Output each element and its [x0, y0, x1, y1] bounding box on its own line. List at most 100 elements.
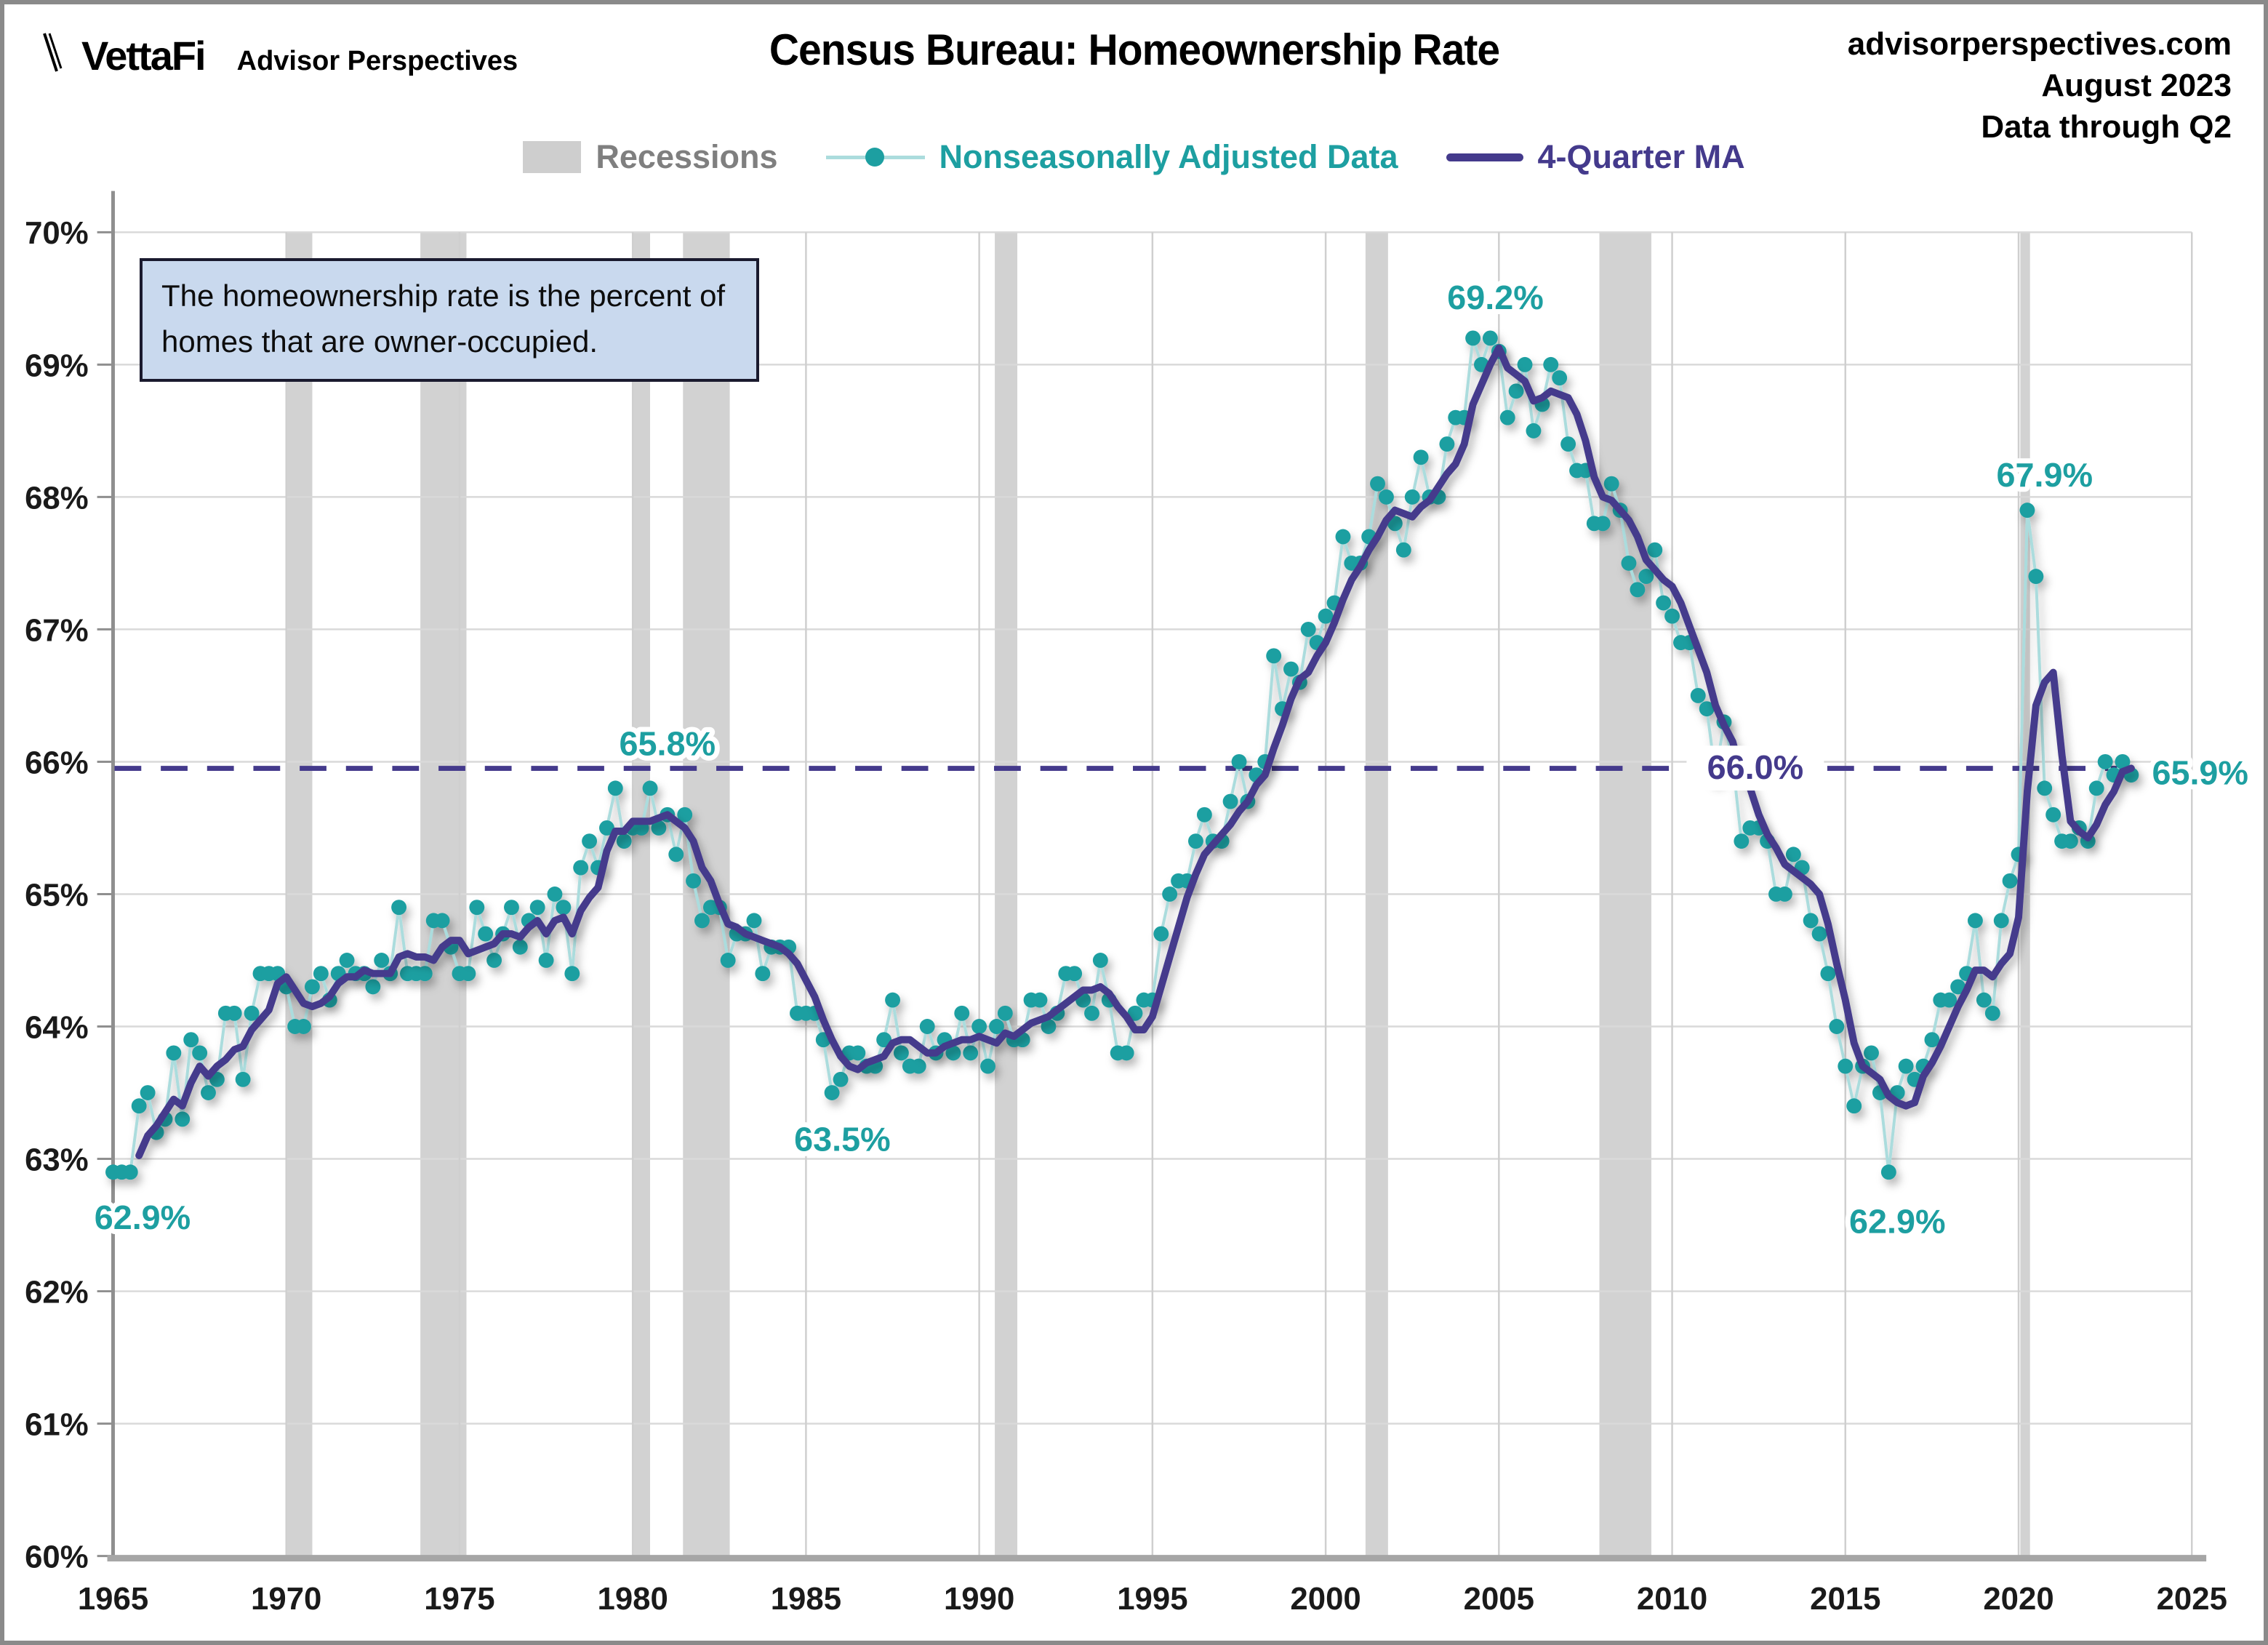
legend-item-nsa: Nonseasonally Adjusted Data	[825, 138, 1398, 176]
nsa-data-point	[1699, 701, 1715, 717]
x-axis-label: 2000	[1290, 1581, 1361, 1617]
nsa-data-point	[1950, 979, 1966, 995]
nsa-data-point	[1785, 846, 1801, 862]
nsa-data-point	[140, 1085, 156, 1100]
nsa-data-point	[885, 992, 901, 1008]
x-axis-label: 1985	[771, 1581, 841, 1617]
nsa-data-point	[1690, 687, 1706, 703]
nsa-data-point	[434, 913, 450, 929]
nsa-data-point	[1656, 595, 1672, 611]
nsa-data-point	[2002, 873, 2018, 889]
nsa-data-point	[1603, 476, 1619, 492]
x-axis-label: 1980	[598, 1581, 668, 1617]
nsa-data-point	[538, 953, 554, 968]
y-axis-label: 60%	[25, 1540, 89, 1575]
x-axis-label: 1970	[251, 1581, 321, 1617]
nsa-data-point	[1898, 1058, 1914, 1074]
nsa-data-point	[651, 820, 667, 836]
y-axis-label: 69%	[25, 348, 89, 383]
nsa-data-point	[945, 1045, 961, 1061]
nsa-data-point	[2097, 754, 2113, 769]
nsa-data-point	[365, 979, 381, 995]
source-block: advisorperspectives.com August 2023 Data…	[1848, 23, 2232, 148]
nsa-data-point	[1517, 356, 1533, 372]
source-note: Data through Q2	[1981, 109, 2232, 145]
nsa-data-point	[1413, 449, 1429, 465]
recession-swatch-icon	[523, 141, 582, 173]
nsa-data-point	[573, 860, 589, 876]
source-site: advisorperspectives.com	[1847, 26, 2232, 62]
legend-label-ma: 4-Quarter MA	[1537, 138, 1745, 175]
logo-text: VettaFi	[81, 33, 207, 79]
nsa-data-point	[512, 939, 528, 955]
nsa-data-point	[1942, 992, 1958, 1008]
nsa-data-point	[504, 900, 519, 916]
nsa-data-point	[616, 833, 632, 849]
nsa-data-point	[556, 900, 572, 916]
nsa-data-point	[175, 1111, 191, 1127]
nsa-data-point	[1465, 330, 1481, 346]
nsa-data-point	[1630, 582, 1646, 598]
nsa-data-point	[304, 979, 320, 995]
nsa-data-point	[893, 1045, 909, 1061]
nsa-data-point	[668, 846, 684, 862]
nsa-data-point	[1300, 621, 1316, 637]
nsa-data-point	[469, 900, 485, 916]
nsa-data-point	[599, 820, 614, 836]
y-axis-label: 63%	[25, 1142, 89, 1177]
nsa-data-point	[547, 886, 563, 902]
annotation-62.9%: 62.9%	[1849, 1202, 1946, 1240]
nsa-data-point	[1439, 436, 1455, 452]
legend-label-nsa: Nonseasonally Adjusted Data	[939, 138, 1398, 175]
x-axis-label: 2025	[2157, 1581, 2227, 1617]
nsa-data-point	[1543, 356, 1559, 372]
nsa-data-point	[1595, 516, 1611, 532]
y-axis-label: 70%	[25, 215, 89, 251]
x-axis-label: 1965	[78, 1581, 148, 1617]
nsa-data-point	[2088, 780, 2104, 796]
x-axis-label: 2020	[1983, 1581, 2053, 1617]
source-date: August 2023	[2041, 68, 2232, 104]
nsa-data-point	[686, 873, 701, 889]
nsa-data-point	[919, 1019, 935, 1034]
nsa-data-point	[1231, 754, 1247, 769]
y-axis-label: 68%	[25, 480, 89, 516]
nsa-data-point	[642, 780, 658, 796]
nsa-data-point	[1993, 913, 2009, 929]
nsa-data-point	[1880, 1164, 1896, 1180]
nsa-data-point	[1976, 992, 1992, 1008]
nsa-data-point	[296, 1019, 311, 1034]
nsa-data-point	[677, 807, 693, 822]
legend-label-recessions: Recessions	[596, 138, 778, 175]
nsa-data-point	[131, 1098, 147, 1114]
legend-item-recessions: Recessions	[523, 138, 778, 176]
y-axis-label: 64%	[25, 1009, 89, 1045]
nsa-data-point	[460, 966, 476, 982]
nsa-data-point	[694, 913, 710, 929]
nsa-data-point	[226, 1005, 242, 1021]
nsa-data-point	[313, 966, 329, 982]
nsa-data-point	[1664, 608, 1680, 624]
nsa-data-point	[1041, 1019, 1057, 1034]
ma-line	[135, 344, 2135, 1159]
ma-line-icon	[1446, 153, 1523, 161]
x-axis-label: 2010	[1637, 1581, 1707, 1617]
annotation-65.9%: 65.9%	[2152, 753, 2248, 791]
nsa-data-point	[529, 900, 545, 916]
nsa-data-point	[235, 1071, 251, 1087]
nsa-data-point	[2028, 569, 2044, 585]
nsa-data-point	[1092, 953, 1108, 968]
nsa-data-point	[1776, 886, 1792, 902]
nsa-data-point	[1283, 661, 1299, 677]
nsa-data-point	[910, 1058, 926, 1074]
nsa-data-point	[1335, 529, 1351, 545]
nsa-data-point	[997, 1005, 1013, 1021]
nsa-data-point	[166, 1045, 182, 1061]
nsa-data-point	[486, 953, 502, 968]
nsa-data-point	[1266, 648, 1282, 664]
nsa-data-point	[192, 1045, 208, 1061]
x-axis-label: 2005	[1464, 1581, 1534, 1617]
nsa-data-point	[2062, 833, 2078, 849]
y-axis-label: 66%	[25, 745, 89, 780]
